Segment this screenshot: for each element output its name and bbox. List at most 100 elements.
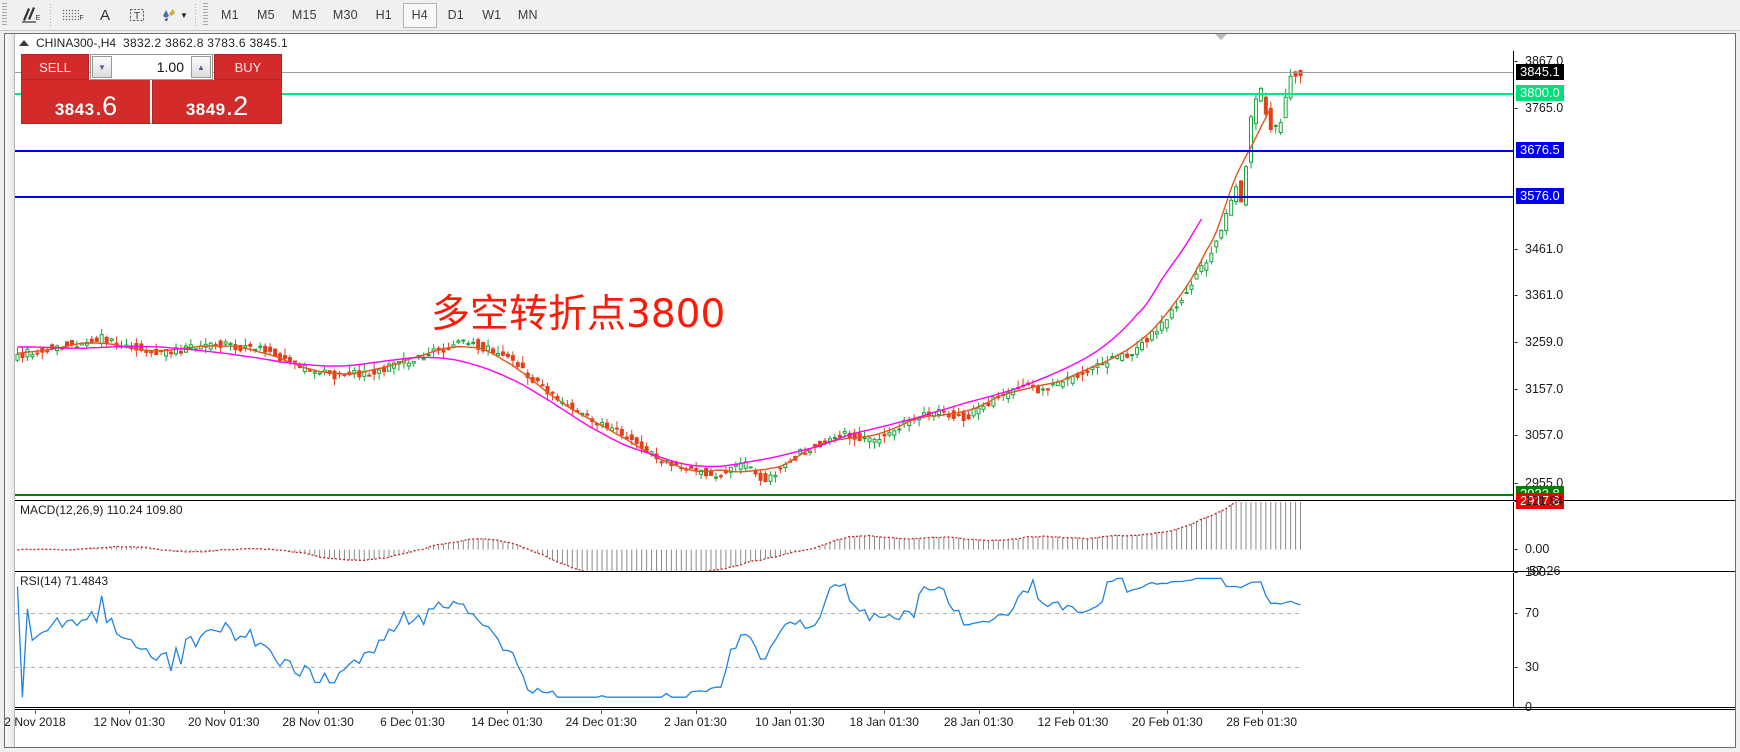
timeframe-m1[interactable]: M1 [221,8,239,22]
bid-price-level-label: 3845.1 [1516,63,1564,80]
svg-text:T: T [134,11,140,22]
horizontal-line-3800-line [15,92,1513,95]
toolbar-grip[interactable] [2,3,7,27]
chevron-down-icon[interactable]: ▼ [180,10,188,20]
timeframe-w1[interactable]: W1 [482,8,502,22]
price-tick: -3461.0 [1514,241,1564,256]
buy-price[interactable]: 3849 .2 [152,80,282,124]
timeframe-m30[interactable]: M30 [332,8,358,22]
buy-price-fraction: .2 [225,91,249,122]
macd-tick: -0.00 [1514,541,1550,556]
price-tick: -3765.0 [1514,100,1564,115]
time-label: 24 Dec 01:30 [565,715,637,729]
timeframe-h1[interactable]: H1 [375,8,392,22]
price-tick: -3057.0 [1514,428,1564,443]
time-tick [129,710,131,714]
chart-left-scrollbar[interactable] [5,34,15,747]
sell-price-fraction: .6 [94,91,118,122]
time-label: 2 Nov 2018 [4,715,66,729]
time-label: 20 Feb 01:30 [1131,715,1203,729]
time-label: 2 Jan 01:30 [664,715,727,729]
sell-button[interactable]: SELL [21,54,89,80]
time-label: 10 Jan 01:30 [755,715,825,729]
time-label: 18 Jan 01:30 [849,715,919,729]
timeframe-grip[interactable] [202,3,208,27]
macd-plot-area[interactable] [15,502,1513,571]
rsi-series-svg [15,577,1303,698]
chart-body[interactable]: CHINA300-,H4 3832.2 3862.8 3783.6 3845.1… [4,34,1735,747]
text-label-icon[interactable]: T [122,2,152,29]
price-pane[interactable]: 多空转折点3800 -3867.0-3765.0-3461.0-3361.0-3… [15,51,1735,509]
rsi-axis: -100 -70 -30 -0 [1513,565,1735,714]
expert-advisor-icon[interactable]: E [15,2,45,29]
rsi-pane[interactable]: RSI(14) 71.4843 -100 -70 -30 -0 [15,565,1735,714]
symbol-header: CHINA300-,H4 3832.2 3862.8 3783.6 3845.1 [15,34,1735,51]
toolbar-separator-2 [194,4,196,26]
timeframe-d1[interactable]: D1 [447,8,464,22]
timeframe-m5[interactable]: M5 [257,8,275,22]
time-tick [223,710,225,714]
timeframe-m15[interactable]: M15 [291,8,317,22]
time-tick [506,710,508,714]
price-axis[interactable]: -3867.0-3765.0-3461.0-3361.0-3259.0-3157… [1513,51,1735,509]
bid-price-level-line [15,71,1513,73]
macd-pane[interactable]: MACD(12,26,9) 110.24 109.80 -121.84 -0.00… [15,494,1735,578]
volume-field[interactable]: ▼ 1.00 ▲ [90,54,213,80]
toolbar-separator [50,4,51,26]
timeframe-mn[interactable]: MN [517,8,538,22]
buy-price-integer: 3849 [185,100,226,119]
timeframe-h4[interactable]: H4 [402,2,437,28]
time-tick [884,710,886,714]
macd-series-svg [16,502,1302,571]
time-label: 12 Feb 01:30 [1037,715,1109,729]
timeframe-group: M1 M5 M15 M30 H1 H4 D1 W1 MN [212,2,546,28]
macd-label: MACD(12,26,9) 110.24 109.80 [20,503,183,517]
ohlc-values: 3832.2 3862.8 3783.6 3845.1 [123,35,288,50]
horizontal-line-3576-line [15,196,1513,199]
volume-increment-button[interactable]: ▲ [191,56,211,78]
text-tool-icon[interactable]: A [99,6,110,24]
rsi-tick: -30 [1514,659,1539,674]
rsi-label: RSI(14) 71.4843 [20,574,109,588]
oct-price-row: 3843 .6 3849 .2 [21,80,282,124]
macd-tick: - -57.26 [1514,564,1561,578]
time-label: 14 Dec 01:30 [471,715,543,729]
sell-price-integer: 3843 [54,100,95,119]
time-tick [1167,710,1169,714]
macd-tick: -121.84 [1514,494,1564,508]
horizontal-line-3676-line [15,149,1513,152]
rsi-tick: -70 [1514,605,1539,620]
time-tick [695,710,697,714]
time-tick [1261,710,1263,714]
time-tick [978,710,980,714]
time-label: 28 Jan 01:30 [943,715,1014,729]
time-label: 6 Dec 01:30 [380,715,445,729]
time-label: 28 Feb 01:30 [1226,715,1298,729]
time-tick [35,710,36,714]
rsi-tick: -100 [1514,565,1546,579]
grid-icon[interactable]: F [58,2,88,29]
time-label: 12 Nov 01:30 [93,715,166,729]
oct-top-row: SELL ▼ 1.00 ▲ BUY [21,54,282,80]
stop-loss-level-label: 2917.6 [1516,493,1564,509]
collapse-icon[interactable] [19,39,29,46]
rsi-plot-area[interactable] [15,573,1513,707]
one-click-trading-panel[interactable]: SELL ▼ 1.00 ▲ BUY 3843 .6 3849 .2 [21,54,282,124]
time-tick [1072,710,1074,714]
time-tick [318,710,320,714]
price-tick: -3259.0 [1514,335,1564,349]
objects-list-icon[interactable] [154,2,184,29]
chart-window: CHINA300-,H4 3832.2 3862.8 3783.6 3845.1… [4,33,1736,748]
time-tick [789,710,791,714]
horizontal-line-3800-label: 3800.0 [1516,84,1564,101]
price-series-svg [15,69,1303,486]
buy-button[interactable]: BUY [214,54,282,80]
sell-price[interactable]: 3843 .6 [21,80,152,124]
time-axis[interactable]: 2 Nov 2018 12 Nov 01:30 20 Nov 01:30 28 Nov… [4,709,1735,747]
volume-decrement-button[interactable]: ▼ [92,56,112,78]
take-profit-level-line [15,493,1513,496]
rsi-tick: -0 [1514,700,1532,714]
price-plot-area[interactable]: 多空转折点3800 [15,51,1513,500]
volume-value[interactable]: 1.00 [156,59,184,75]
